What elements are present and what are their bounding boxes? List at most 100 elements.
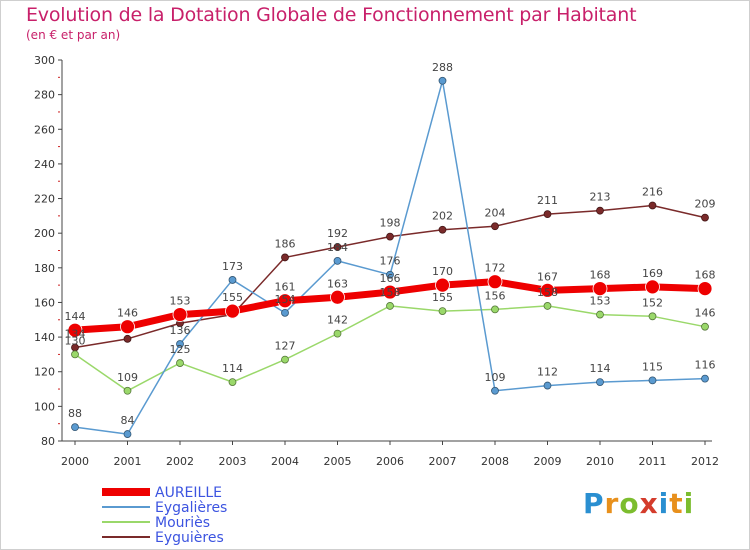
data-label-eygalieres: 154 (275, 293, 296, 306)
data-label-eygalieres: 116 (695, 359, 716, 372)
data-point-mouries (386, 302, 394, 310)
data-label-eygalieres: 84 (121, 414, 135, 427)
legend-label: Eyguières (155, 530, 224, 546)
x-tick-label: 2005 (324, 455, 352, 468)
data-label-eygalieres: 184 (327, 241, 348, 254)
data-label-eyguieres: 202 (432, 210, 453, 223)
data-point-eyguieres (281, 253, 289, 262)
y-tick-label: 100 (34, 400, 55, 413)
y-tick-label: 220 (34, 193, 55, 206)
data-point-aureille (487, 274, 503, 290)
data-label-mouries: 156 (485, 289, 506, 302)
data-label-eyguieres: 192 (327, 227, 348, 240)
x-tick-label: 2007 (429, 455, 457, 468)
data-label-mouries: 127 (275, 340, 296, 353)
data-point-mouries (123, 386, 132, 395)
y-tick-label: 260 (34, 123, 55, 136)
data-label-eyguieres: 216 (642, 185, 663, 198)
proxiti-logo: Proxiti (583, 487, 695, 520)
data-point-eygalieres (648, 376, 657, 385)
data-point-mouries (648, 312, 657, 321)
data-point-eyguieres (596, 206, 604, 215)
x-tick-label: 2002 (166, 455, 194, 468)
y-tick-label: 280 (34, 89, 55, 102)
legend-label: AUREILLE (155, 485, 222, 501)
data-point-eyguieres (123, 334, 132, 343)
data-label-aureille: 166 (380, 272, 401, 285)
y-tick-label: 180 (34, 262, 55, 275)
data-label-eygalieres: 136 (170, 324, 191, 337)
y-tick-label: 200 (34, 227, 55, 240)
y-tick-label: 140 (34, 331, 55, 344)
data-point-eyguieres (333, 243, 342, 251)
x-tick-label: 2006 (376, 455, 404, 468)
data-point-mouries (176, 359, 184, 367)
data-label-mouries: 114 (222, 362, 243, 375)
data-point-aureille (592, 281, 608, 297)
data-point-eygalieres (123, 430, 132, 438)
chart-title: Evolution de la Dotation Globale de Fonc… (26, 4, 637, 26)
data-point-eygalieres (333, 256, 342, 265)
y-tick-label: 300 (34, 54, 55, 67)
data-label-eyguieres: 134 (65, 327, 86, 340)
data-point-eygalieres (596, 378, 604, 387)
data-point-mouries (71, 350, 79, 359)
x-tick-label: 2009 (534, 455, 562, 468)
data-point-aureille (120, 319, 135, 335)
data-label-eyguieres: 213 (590, 191, 611, 204)
x-tick-label: 2000 (61, 455, 89, 468)
x-tick-label: 2008 (481, 455, 509, 468)
data-label-eyguieres: 204 (485, 206, 506, 219)
data-point-aureille (540, 282, 555, 298)
data-point-eyguieres (543, 210, 552, 219)
data-point-mouries (491, 305, 499, 314)
data-point-eygalieres (71, 423, 79, 432)
data-label-mouries: 158 (537, 286, 558, 299)
data-label-mouries: 146 (695, 307, 716, 320)
data-point-mouries (596, 310, 604, 319)
data-label-mouries: 158 (380, 286, 401, 299)
data-point-aureille (645, 279, 660, 295)
chart-subtitle: (en € et par an) (26, 28, 121, 42)
data-point-mouries (281, 355, 289, 364)
x-tick-label: 2010 (586, 455, 614, 468)
data-label-eyguieres: 186 (275, 237, 296, 250)
data-label-aureille: 168 (695, 269, 716, 282)
data-label-mouries: 152 (642, 296, 663, 309)
data-label-mouries: 155 (432, 291, 453, 304)
data-label-aureille: 155 (222, 291, 243, 304)
data-label-eygalieres: 114 (590, 362, 611, 375)
data-label-aureille: 168 (590, 269, 611, 282)
data-label-eygalieres: 176 (380, 255, 401, 268)
data-label-aureille: 167 (537, 270, 558, 283)
data-point-eygalieres (701, 374, 709, 383)
data-point-eygalieres (281, 308, 289, 317)
x-tick-label: 2004 (271, 455, 299, 468)
data-label-aureille: 153 (170, 295, 191, 308)
data-point-mouries (333, 329, 342, 338)
y-tick-label: 120 (34, 366, 55, 379)
data-label-mouries: 125 (170, 343, 191, 356)
x-tick-label: 2001 (114, 455, 142, 468)
axes: 80 100 120 140 160 180 200 220 240 260 280 300 2000 2… (34, 54, 719, 468)
x-tick-label: 2011 (639, 455, 667, 468)
data-point-eygalieres (386, 270, 394, 279)
data-point-eygalieres (176, 340, 184, 348)
data-label-aureille: 146 (117, 307, 138, 320)
data-point-aureille (67, 322, 83, 338)
legend-label: Mouriès (155, 515, 210, 531)
data-label-aureille: 161 (275, 281, 296, 294)
data-point-aureille (697, 281, 713, 297)
data-point-aureille (330, 289, 345, 305)
point-labels: 134 186 192 198 202 204 211 213 216 209 130 109 125 1… (65, 61, 716, 427)
data-point-aureille (277, 293, 293, 309)
data-point-eyguieres (648, 201, 657, 210)
data-point-mouries (701, 322, 709, 331)
data-point-aureille (382, 284, 398, 300)
data-label-eygalieres: 173 (222, 260, 243, 273)
data-point-eygalieres (228, 276, 237, 284)
legend-label: Eygalières (155, 500, 227, 516)
data-label-eygalieres: 109 (485, 371, 506, 384)
